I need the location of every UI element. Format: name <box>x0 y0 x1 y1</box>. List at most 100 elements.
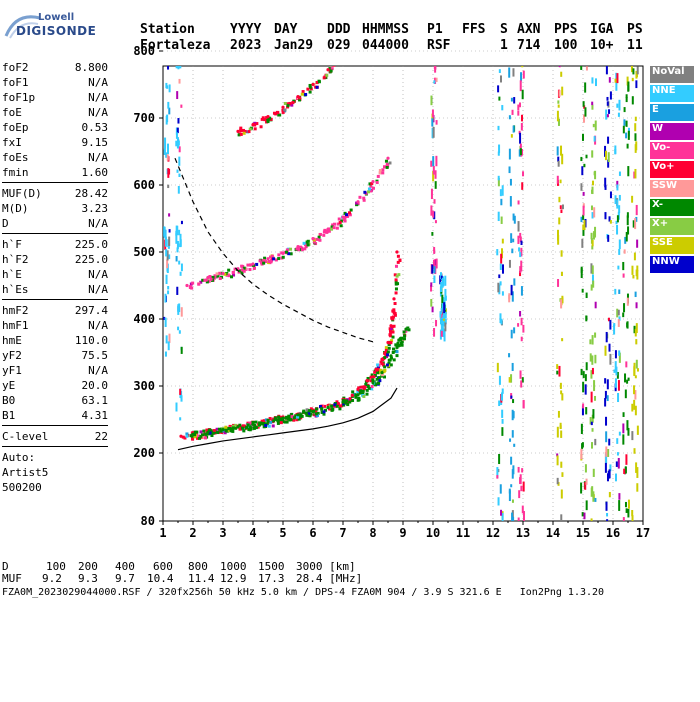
noise-echo <box>177 327 179 331</box>
echo-point <box>337 55 340 58</box>
noise-echo <box>613 14 615 21</box>
noise-echo <box>511 285 513 295</box>
noise-echo <box>582 134 584 141</box>
echo-point <box>407 328 410 331</box>
noise-echo <box>165 237 167 247</box>
noise-echo <box>627 509 629 518</box>
noise-echo <box>430 205 432 215</box>
polarization-legend: NoVal NNE E W Vo- Vo+ SSW X- X+ SSE NNW <box>650 66 694 275</box>
echo-point <box>343 45 346 48</box>
echo-point <box>239 127 242 130</box>
echo-point <box>395 291 398 294</box>
noise-echo <box>634 169 636 178</box>
noise-echo <box>164 294 166 303</box>
x-tick-label: 2 <box>189 526 196 540</box>
noise-echo <box>508 67 510 77</box>
noise-echo <box>594 498 596 502</box>
noise-echo <box>606 64 608 75</box>
noise-echo <box>583 192 585 196</box>
noise-echo <box>615 0 617 5</box>
echo-point <box>307 243 310 246</box>
noise-echo <box>167 24 169 34</box>
noise-echo <box>595 121 597 131</box>
noise-echo <box>180 105 182 108</box>
echo-point <box>290 418 293 421</box>
noise-echo <box>557 111 559 122</box>
noise-echo <box>517 111 519 116</box>
trace-data-point <box>371 180 374 183</box>
noise-echo <box>582 382 584 393</box>
echo-point <box>397 255 400 258</box>
noise-echo <box>628 500 630 509</box>
x-tick-label: 10 <box>426 526 440 540</box>
echo-point <box>341 53 344 56</box>
trace-data-point <box>341 216 344 219</box>
noise-echo <box>616 73 618 83</box>
trace-data-point <box>311 237 314 240</box>
trace-data-point <box>266 257 269 260</box>
trace-data-point <box>356 200 359 203</box>
noise-echo <box>584 82 586 92</box>
noise-echo <box>432 109 434 117</box>
echo-point <box>397 273 400 276</box>
noise-echo <box>605 446 607 456</box>
noise-echo <box>497 85 499 92</box>
echo-point <box>344 219 347 222</box>
echo-point <box>403 334 406 337</box>
noise-echo <box>181 347 183 354</box>
noise-echo <box>617 266 619 270</box>
echo-point <box>273 112 276 115</box>
trace-data-point <box>266 115 269 118</box>
legend-item-nnw: NNW <box>650 256 694 273</box>
noise-echo <box>520 486 522 491</box>
noise-echo <box>164 150 166 155</box>
noise-echo <box>501 217 503 224</box>
noise-echo <box>512 499 514 502</box>
noise-echo <box>179 146 181 152</box>
noise-echo <box>581 424 583 434</box>
trace-data-point <box>191 433 194 436</box>
noise-echo <box>618 289 620 293</box>
echo-point <box>348 211 351 214</box>
noise-echo <box>522 60 524 64</box>
echo-point <box>358 398 361 401</box>
noise-echo <box>631 510 633 516</box>
noise-echo <box>520 72 522 81</box>
echo-point <box>347 44 350 47</box>
noise-echo <box>520 474 522 484</box>
noise-echo <box>522 171 524 176</box>
noise-echo <box>164 12 166 21</box>
echo-point <box>346 45 349 48</box>
legend-item-e: E <box>650 104 694 121</box>
echo-point <box>403 331 406 334</box>
noise-echo <box>165 352 167 357</box>
noise-echo <box>626 232 628 242</box>
echo-point <box>330 405 333 408</box>
noise-echo <box>636 302 638 308</box>
trace-data-point <box>326 68 329 71</box>
noise-echo <box>513 126 515 133</box>
noise-echo <box>582 403 584 408</box>
trace-data-point <box>392 297 395 300</box>
noise-echo <box>581 23 583 31</box>
noise-echo <box>520 144 522 149</box>
echo-point <box>352 37 355 40</box>
noise-echo <box>595 302 597 309</box>
noise-echo <box>627 59 629 63</box>
noise-echo <box>496 15 498 19</box>
noise-echo <box>520 380 522 387</box>
legend-item-w: W <box>650 123 694 140</box>
echo-point <box>304 93 307 96</box>
noise-echo <box>498 0 500 5</box>
noise-echo <box>179 22 181 32</box>
noise-echo <box>635 117 637 121</box>
noise-echo <box>594 52 596 61</box>
noise-echo <box>580 449 582 460</box>
echo-point <box>319 233 322 236</box>
noise-echo <box>559 90 561 97</box>
noise-echo <box>594 136 596 141</box>
noise-echo <box>556 364 558 369</box>
x-tick-label: 1 <box>159 526 166 540</box>
noise-echo <box>604 178 606 188</box>
noise-echo <box>167 290 169 294</box>
